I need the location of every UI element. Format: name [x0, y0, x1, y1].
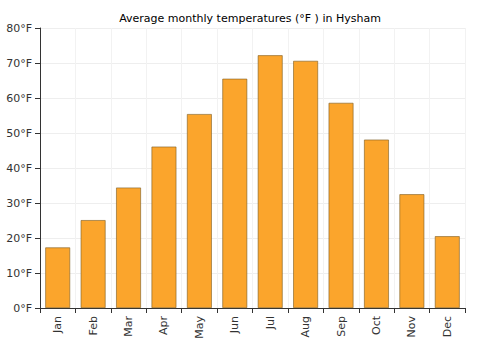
svg-text:Jan: Jan: [51, 316, 64, 334]
svg-text:Aug: Aug: [299, 316, 312, 337]
svg-text:60°F: 60°F: [6, 92, 32, 105]
svg-text:Mar: Mar: [122, 316, 135, 337]
svg-text:0°F: 0°F: [13, 302, 32, 315]
svg-text:Sep: Sep: [335, 316, 348, 337]
svg-text:10°F: 10°F: [6, 267, 32, 280]
svg-text:30°F: 30°F: [6, 197, 32, 210]
svg-text:Feb: Feb: [87, 316, 100, 335]
svg-text:Average monthly temperatures (: Average monthly temperatures (°F ) in Hy…: [119, 12, 381, 25]
svg-text:80°F: 80°F: [6, 22, 32, 35]
svg-text:70°F: 70°F: [6, 57, 32, 70]
svg-text:Jun: Jun: [228, 316, 241, 334]
svg-text:Dec: Dec: [441, 316, 454, 337]
svg-text:Nov: Nov: [405, 316, 418, 338]
svg-text:Jul: Jul: [264, 316, 277, 330]
svg-text:20°F: 20°F: [6, 232, 32, 245]
svg-text:Oct: Oct: [370, 315, 383, 335]
svg-text:May: May: [193, 316, 206, 339]
svg-text:40°F: 40°F: [6, 162, 32, 175]
svg-text:50°F: 50°F: [6, 127, 32, 140]
svg-text:Apr: Apr: [157, 316, 170, 336]
